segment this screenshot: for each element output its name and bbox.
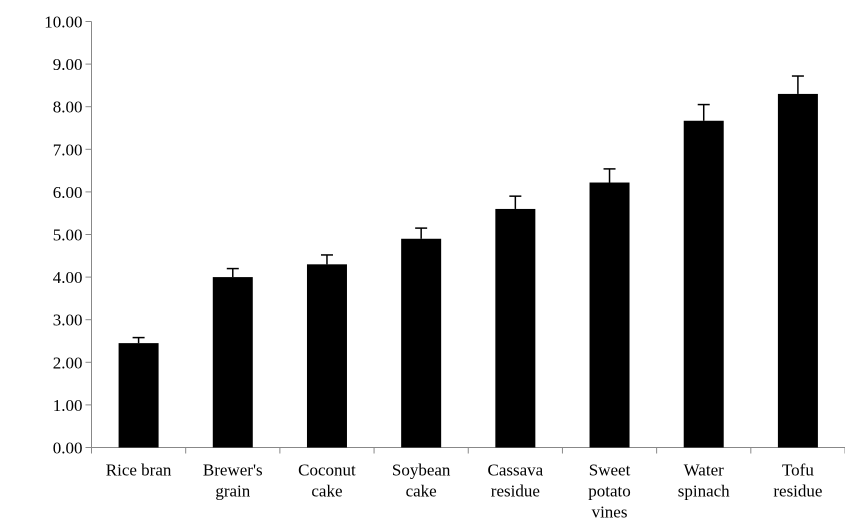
x-category-label-line: spinach bbox=[678, 482, 730, 501]
bar bbox=[212, 277, 253, 448]
error-bars bbox=[132, 75, 804, 344]
y-axis: 0.00 1.00 2.00 3.00 4.00 5.00 6.00 7.00 8.00 9.00… bbox=[44, 13, 92, 458]
x-category-label-line: vines bbox=[592, 503, 628, 522]
bar bbox=[683, 120, 724, 448]
x-category-label-line: Tofu bbox=[782, 461, 814, 480]
error-bar bbox=[791, 75, 804, 94]
x-category-label-line: Rice bran bbox=[106, 461, 172, 480]
x-category-label-line: residue bbox=[491, 482, 540, 501]
x-category-label-line: potato bbox=[588, 482, 631, 501]
x-axis bbox=[91, 447, 845, 454]
x-category-label-line: Water bbox=[684, 461, 724, 480]
bar bbox=[118, 343, 159, 448]
y-tick-label: 10.00 bbox=[44, 13, 82, 32]
y-tick-label: 1.00 bbox=[53, 396, 83, 415]
y-tick-label: 6.00 bbox=[53, 183, 83, 202]
x-category-label-line: Coconut bbox=[298, 461, 356, 480]
x-category-label-line: Soybean bbox=[392, 461, 451, 480]
bar bbox=[306, 264, 347, 448]
x-category-label-line: cake bbox=[311, 482, 342, 501]
x-category-label: Rice bran bbox=[106, 461, 172, 480]
error-bar bbox=[697, 103, 710, 121]
x-category-label: Cassava residue bbox=[487, 461, 543, 501]
x-category-label: Soybean cake bbox=[392, 461, 451, 501]
x-category-label: Coconut cake bbox=[298, 461, 356, 501]
y-tick-label: 8.00 bbox=[53, 98, 83, 117]
bar bbox=[401, 238, 442, 448]
error-bar bbox=[320, 254, 333, 265]
error-bar bbox=[132, 336, 145, 344]
x-category-label-line: Sweet bbox=[589, 461, 631, 480]
y-tick-label: 9.00 bbox=[53, 55, 83, 74]
y-tick-label: 4.00 bbox=[53, 268, 83, 287]
error-bar bbox=[415, 227, 428, 239]
y-tick-label: 5.00 bbox=[53, 226, 83, 245]
y-tick-label: 3.00 bbox=[53, 311, 83, 330]
y-tick-label: 2.00 bbox=[53, 353, 83, 372]
y-tick-label: 0.00 bbox=[53, 439, 83, 458]
bar bbox=[589, 182, 630, 448]
error-bar bbox=[603, 168, 616, 183]
x-category-label-line: Cassava bbox=[487, 461, 543, 480]
x-category-label: Brewer's grain bbox=[203, 461, 263, 501]
bars bbox=[118, 93, 818, 448]
bar bbox=[495, 208, 536, 448]
x-category-label: Tofu residue bbox=[773, 461, 822, 501]
x-category-label: Water spinach bbox=[678, 461, 730, 501]
error-bar bbox=[226, 267, 239, 278]
x-category-label-line: grain bbox=[215, 482, 250, 501]
x-category-label-line: Brewer's bbox=[203, 461, 263, 480]
y-tick-label: 7.00 bbox=[53, 140, 83, 159]
x-category-label-line: cake bbox=[406, 482, 437, 501]
bar bbox=[777, 93, 818, 448]
error-bar bbox=[509, 195, 522, 209]
x-category-label: Sweet potato vines bbox=[588, 461, 631, 522]
x-category-label-line: residue bbox=[773, 482, 822, 501]
